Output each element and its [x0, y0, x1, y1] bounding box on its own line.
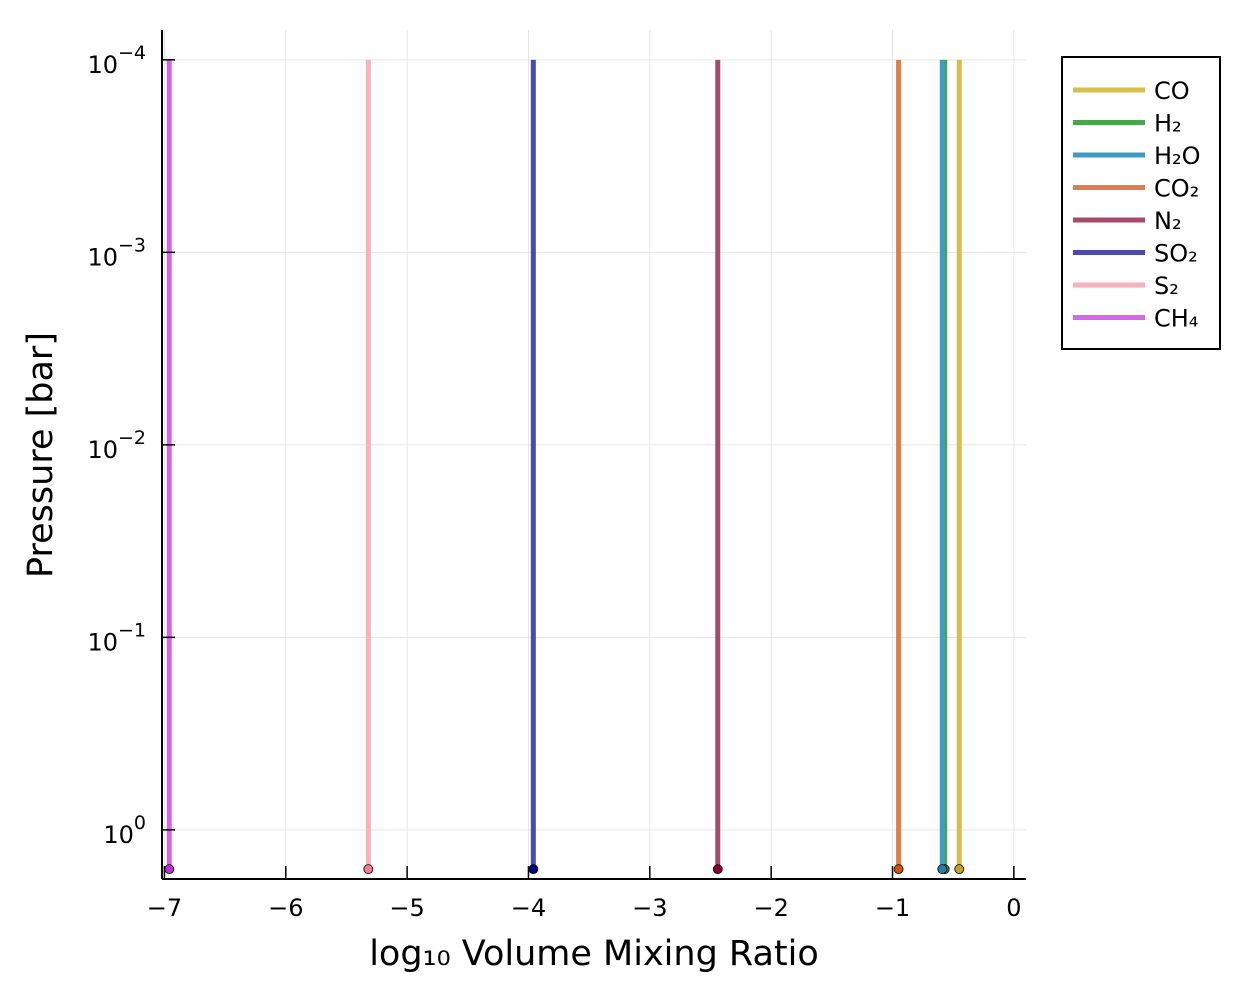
legend-label: SO₂ — [1154, 240, 1198, 268]
legend-label: CO — [1154, 77, 1190, 105]
x-tick-label: −5 — [389, 894, 424, 922]
x-axis-title: log₁₀ Volume Mixing Ratio — [369, 934, 819, 974]
x-ticks: −7 −6 −5 −4 −3 −2 −1 0 — [147, 866, 1022, 922]
x-tick-label: −1 — [875, 894, 910, 922]
legend-label: N₂ — [1154, 207, 1182, 235]
y-axis-title: Pressure [bar] — [21, 332, 61, 578]
surface-point-so — [528, 864, 539, 875]
legend-label: S₂ — [1154, 272, 1179, 300]
y-tick-label: 10−1 — [87, 619, 146, 656]
x-tick-label: 0 — [1006, 894, 1021, 922]
y-ticks: 10−4 10−3 10−2 10−1 100 — [87, 42, 175, 849]
y-tick-label: 100 — [103, 812, 146, 849]
x-tick-label: −3 — [632, 894, 667, 922]
surface-point-ch — [164, 864, 175, 875]
y-tick-label: 10−3 — [87, 234, 146, 271]
y-tick-label: 10−4 — [87, 42, 146, 79]
x-tick-label: −4 — [511, 894, 546, 922]
x-tick-label: −7 — [147, 894, 182, 922]
surface-point-ho — [937, 864, 948, 875]
axes — [161, 30, 1026, 880]
surface-point-co — [954, 864, 965, 875]
legend-label: H₂ — [1154, 110, 1182, 138]
legend-box — [1061, 56, 1221, 350]
surface-point-s — [363, 864, 374, 875]
legend: CO H₂ H₂O CO₂ N₂ SO₂ S₂ CH₄ — [1061, 56, 1221, 350]
y-tick-label: 10−2 — [87, 427, 146, 464]
legend-label: CO₂ — [1154, 175, 1199, 203]
surface-point-n — [712, 864, 723, 875]
surface-point-co — [893, 864, 904, 875]
legend-label: H₂O — [1154, 142, 1201, 170]
series-layer — [164, 59, 965, 875]
x-tick-label: −6 — [268, 894, 303, 922]
grid — [162, 30, 1026, 879]
legend-label: CH₄ — [1154, 305, 1198, 333]
x-tick-label: −2 — [753, 894, 788, 922]
